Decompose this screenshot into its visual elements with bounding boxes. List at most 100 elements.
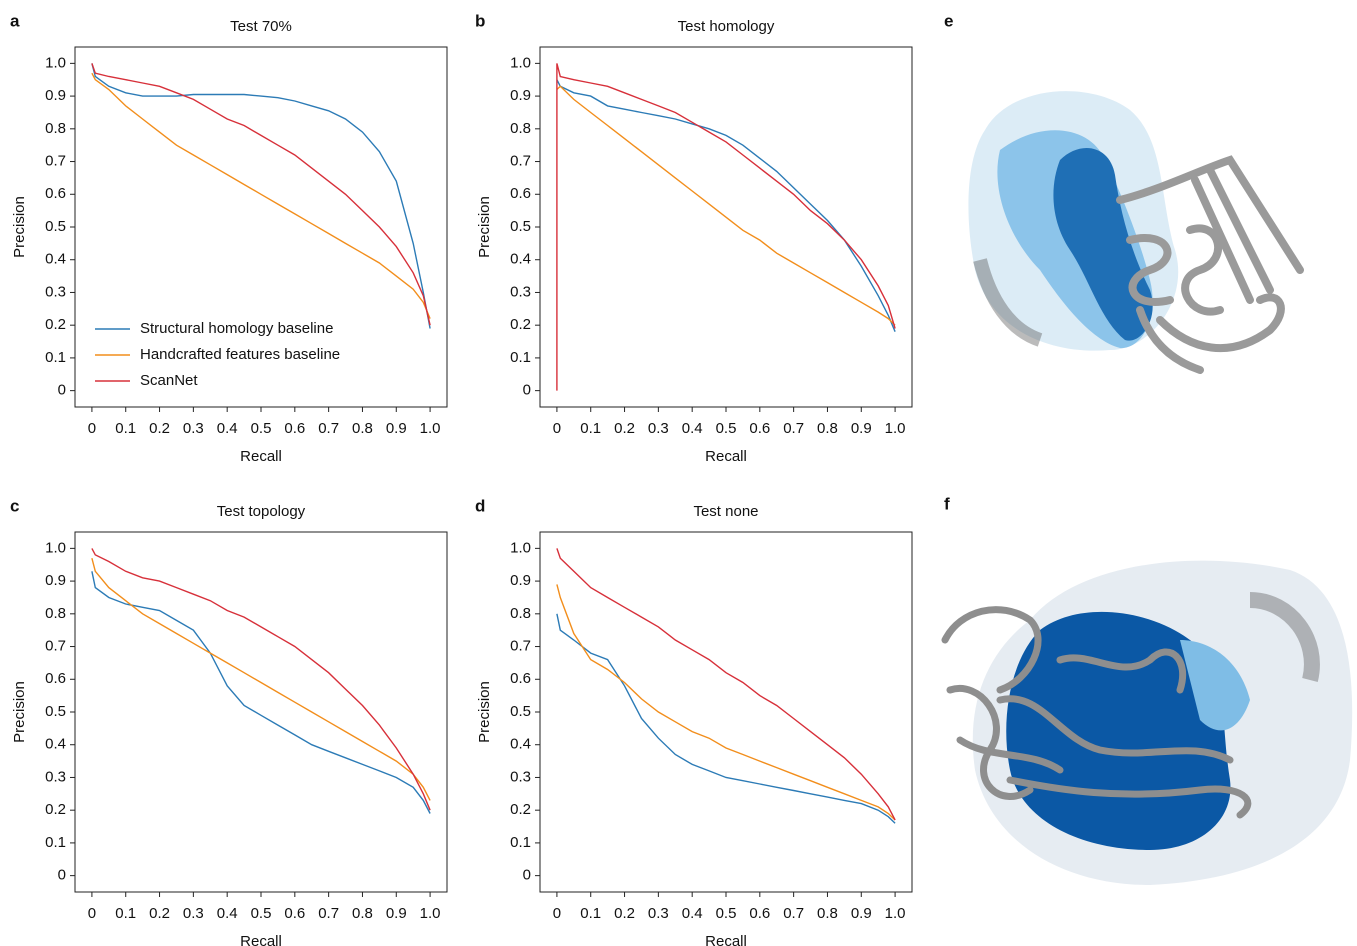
protein-image-f: f [941,494,1353,885]
y-tick-label: 0 [58,867,66,884]
y-tick-label: 0.3 [510,283,531,300]
x-tick-label: 0.5 [716,420,737,437]
chart-title: Test homology [678,18,775,35]
panel-label: d [475,496,485,515]
y-tick-label: 0.4 [45,251,66,268]
chart-title: Test topology [217,503,306,520]
x-tick-label: 1.0 [420,905,441,922]
pr-curve [91,72,431,319]
y-tick-label: 0.2 [45,316,66,333]
x-tick-label: 0.1 [115,420,136,437]
x-tick-label: 0.3 [183,905,204,922]
x-tick-label: 0.7 [783,905,804,922]
plot-frame [74,531,448,893]
y-tick-label: 0.4 [510,251,531,268]
x-tick-label: 0 [553,905,561,922]
x-tick-label: 1.0 [885,420,906,437]
x-tick-label: 0 [88,420,96,437]
y-tick-label: 0.8 [45,605,66,622]
y-tick-label: 0.7 [510,153,531,170]
x-tick-label: 0.9 [386,420,407,437]
plot-frame [539,531,913,893]
x-tick-label: 0.6 [284,420,305,437]
x-tick-label: 0.7 [783,420,804,437]
y-axis-label: Precision [476,196,493,258]
x-tick-label: 0.9 [851,420,872,437]
y-tick-label: 0.2 [510,316,531,333]
plot-frame [539,46,913,408]
x-tick-label: 1.0 [885,905,906,922]
y-axis-label: Precision [476,681,493,743]
x-tick-label: 0.8 [352,420,373,437]
y-tick-label: 0.5 [510,218,531,235]
y-tick-label: 1.0 [45,539,66,556]
y-tick-label: 0.2 [510,801,531,818]
x-tick-label: 0.2 [614,905,635,922]
pr-curve [556,63,896,391]
y-tick-label: 0.9 [45,87,66,104]
protein-image-e: e [944,11,1304,374]
x-tick-label: 0.8 [817,905,838,922]
y-tick-label: 0.6 [45,185,66,202]
panel-label: e [944,11,953,30]
chart-title: Test none [693,503,758,520]
y-tick-label: 0.5 [45,703,66,720]
panel-label: a [10,11,20,30]
x-tick-label: 0.5 [716,905,737,922]
x-tick-label: 0.3 [648,905,669,922]
x-tick-label: 0.6 [284,905,305,922]
y-tick-label: 0.2 [45,801,66,818]
y-tick-label: 0.4 [45,736,66,753]
chart-title: Test 70% [230,18,292,35]
x-tick-label: 0.1 [580,905,601,922]
y-tick-label: 0.8 [510,605,531,622]
y-axis-label: Precision [11,681,28,743]
x-tick-label: 0.1 [115,905,136,922]
y-tick-label: 0.7 [45,638,66,655]
x-tick-label: 0.4 [682,905,703,922]
panel-label: c [10,496,19,515]
panel-label: f [944,494,950,513]
panel-label: b [475,11,485,30]
x-tick-label: 0.8 [817,420,838,437]
y-tick-label: 0.8 [45,120,66,137]
y-tick-label: 0.8 [510,120,531,137]
x-tick-label: 0.6 [749,905,770,922]
y-tick-label: 0.5 [510,703,531,720]
y-tick-label: 1.0 [510,54,531,71]
y-tick-label: 1.0 [510,539,531,556]
pr-curve [91,63,431,329]
y-axis-label: Precision [11,196,28,258]
y-tick-label: 0 [523,867,531,884]
y-tick-label: 0.9 [510,87,531,104]
pr-curve [556,79,896,332]
pr-curve [91,558,431,801]
x-tick-label: 0.7 [318,905,339,922]
x-tick-label: 0.6 [749,420,770,437]
y-tick-label: 0.5 [45,218,66,235]
x-axis-label: Recall [705,448,747,465]
pr-curve [556,584,896,821]
x-tick-label: 0 [88,905,96,922]
x-tick-label: 0.5 [251,420,272,437]
x-tick-label: 0.8 [352,905,373,922]
pr-curve [556,85,896,326]
x-tick-label: 0.2 [614,420,635,437]
x-axis-label: Recall [705,933,747,946]
x-tick-label: 0.3 [183,420,204,437]
y-tick-label: 0.1 [510,349,531,366]
legend-label: Handcrafted features baseline [140,346,340,363]
x-tick-label: 0.1 [580,420,601,437]
x-tick-label: 0.9 [851,905,872,922]
x-tick-label: 0.2 [149,420,170,437]
y-tick-label: 0.1 [45,349,66,366]
y-tick-label: 0 [58,382,66,399]
x-tick-label: 0.7 [318,420,339,437]
y-tick-label: 0.1 [45,834,66,851]
x-tick-label: 0.4 [217,420,238,437]
x-tick-label: 0.2 [149,905,170,922]
x-axis-label: Recall [240,448,282,465]
pr-curve [556,613,896,824]
